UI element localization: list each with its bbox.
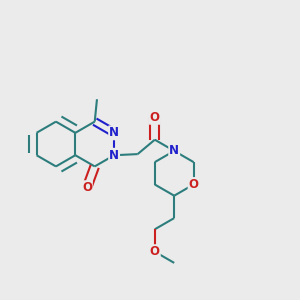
Text: N: N — [169, 144, 179, 158]
Text: N: N — [109, 149, 119, 162]
Text: O: O — [150, 245, 160, 258]
Text: O: O — [82, 181, 92, 194]
Text: O: O — [150, 111, 160, 124]
Text: O: O — [189, 178, 199, 191]
Text: N: N — [109, 126, 119, 139]
